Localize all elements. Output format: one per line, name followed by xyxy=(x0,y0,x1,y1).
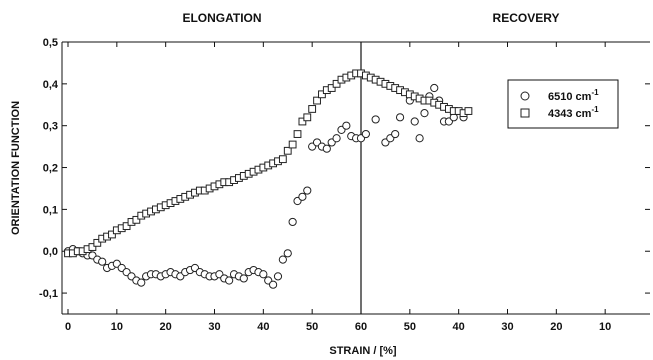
y-tick-label: 0,1 xyxy=(43,204,58,216)
data-point-6510 xyxy=(278,255,287,264)
y-tick-label: 0,3 xyxy=(43,121,58,133)
legend: 6510 cm-1 4343 cm-1 xyxy=(507,79,619,129)
legend-marker-square xyxy=(520,108,530,118)
data-point-6510 xyxy=(420,109,429,118)
x-tick-label: 20 xyxy=(160,321,172,333)
data-point-6510 xyxy=(371,115,380,124)
data-point-6510 xyxy=(269,280,278,289)
legend-box xyxy=(507,79,619,129)
data-point-6510 xyxy=(415,134,424,143)
data-point-6510 xyxy=(239,274,248,283)
data-point-6510 xyxy=(298,192,307,201)
data-point-6510 xyxy=(410,117,419,126)
y-tick-label: 0,4 xyxy=(43,79,59,91)
data-point-4343 xyxy=(93,238,102,247)
legend-label: 4343 cm-1 xyxy=(548,105,599,120)
data-point-6510 xyxy=(303,186,312,195)
data-point-4343 xyxy=(132,215,141,224)
section-label-recovery: RECOVERY xyxy=(493,11,560,25)
x-tick-label: 10 xyxy=(111,321,123,333)
data-point-4343 xyxy=(108,230,116,239)
y-tick-label: -0,1 xyxy=(39,288,58,300)
x-axis-title: STRAIN / [%] xyxy=(329,345,397,357)
data-point-4343 xyxy=(88,243,97,251)
data-point-6510 xyxy=(322,144,331,153)
data-point-4343 xyxy=(278,155,287,164)
data-point-6510 xyxy=(361,129,370,139)
legend-marker-circle xyxy=(520,91,530,101)
x-tick-label: 10 xyxy=(599,321,611,333)
data-point-6510 xyxy=(342,121,351,130)
data-point-4343 xyxy=(283,146,292,155)
data-point-6510 xyxy=(273,272,283,281)
x-tick-label: 40 xyxy=(257,321,269,333)
data-point-6510 xyxy=(395,113,405,122)
data-point-6510 xyxy=(332,134,341,143)
data-point-4343 xyxy=(288,140,297,149)
y-tick-label: 0,0 xyxy=(43,246,58,258)
data-point-4343 xyxy=(303,113,312,122)
data-point-6510 xyxy=(283,249,292,258)
x-tick-label: 40 xyxy=(453,321,465,333)
y-axis: -0,1 0,0 0,1 0,2 0,3 0,4 0,5 xyxy=(39,37,650,300)
data-point-4343 xyxy=(464,107,473,115)
data-point-6510 xyxy=(225,276,234,285)
x-tick-label: 60 xyxy=(355,321,367,333)
data-point-4343 xyxy=(313,96,321,105)
y-tick-label: 0,5 xyxy=(43,37,58,49)
data-point-4343 xyxy=(308,105,317,113)
data-point-4343 xyxy=(298,117,307,126)
y-axis-title: ORIENTATION FUNCTION xyxy=(10,101,22,235)
data-point-4343 xyxy=(122,222,131,231)
data-point-6510 xyxy=(391,129,400,139)
plot-area xyxy=(61,41,650,315)
data-point-6510 xyxy=(137,278,146,287)
data-point-4343 xyxy=(327,84,336,92)
x-tick-label: 50 xyxy=(306,321,318,333)
x-tick-label: 30 xyxy=(208,321,220,333)
data-point-4343 xyxy=(293,130,302,138)
y-tick-label: 0,2 xyxy=(43,163,58,175)
section-label-elongation: ELONGATION xyxy=(182,11,261,25)
x-tick-label: 30 xyxy=(501,321,513,333)
data-point-6510 xyxy=(288,217,297,227)
x-tick-label: 50 xyxy=(404,321,416,333)
data-point-6510 xyxy=(430,83,439,93)
data-point-4343 xyxy=(332,79,341,88)
x-tick-label: 0 xyxy=(65,321,71,333)
x-tick-label: 20 xyxy=(550,321,562,333)
data-series xyxy=(63,69,473,289)
data-point-6510 xyxy=(98,257,107,266)
data-point-4343 xyxy=(318,90,326,99)
data-point-6510 xyxy=(259,270,268,279)
x-axis: 0 10 20 30 40 50 60 50 40 30 20 10 xyxy=(65,42,611,333)
legend-label: 6510 cm-1 xyxy=(548,88,599,103)
